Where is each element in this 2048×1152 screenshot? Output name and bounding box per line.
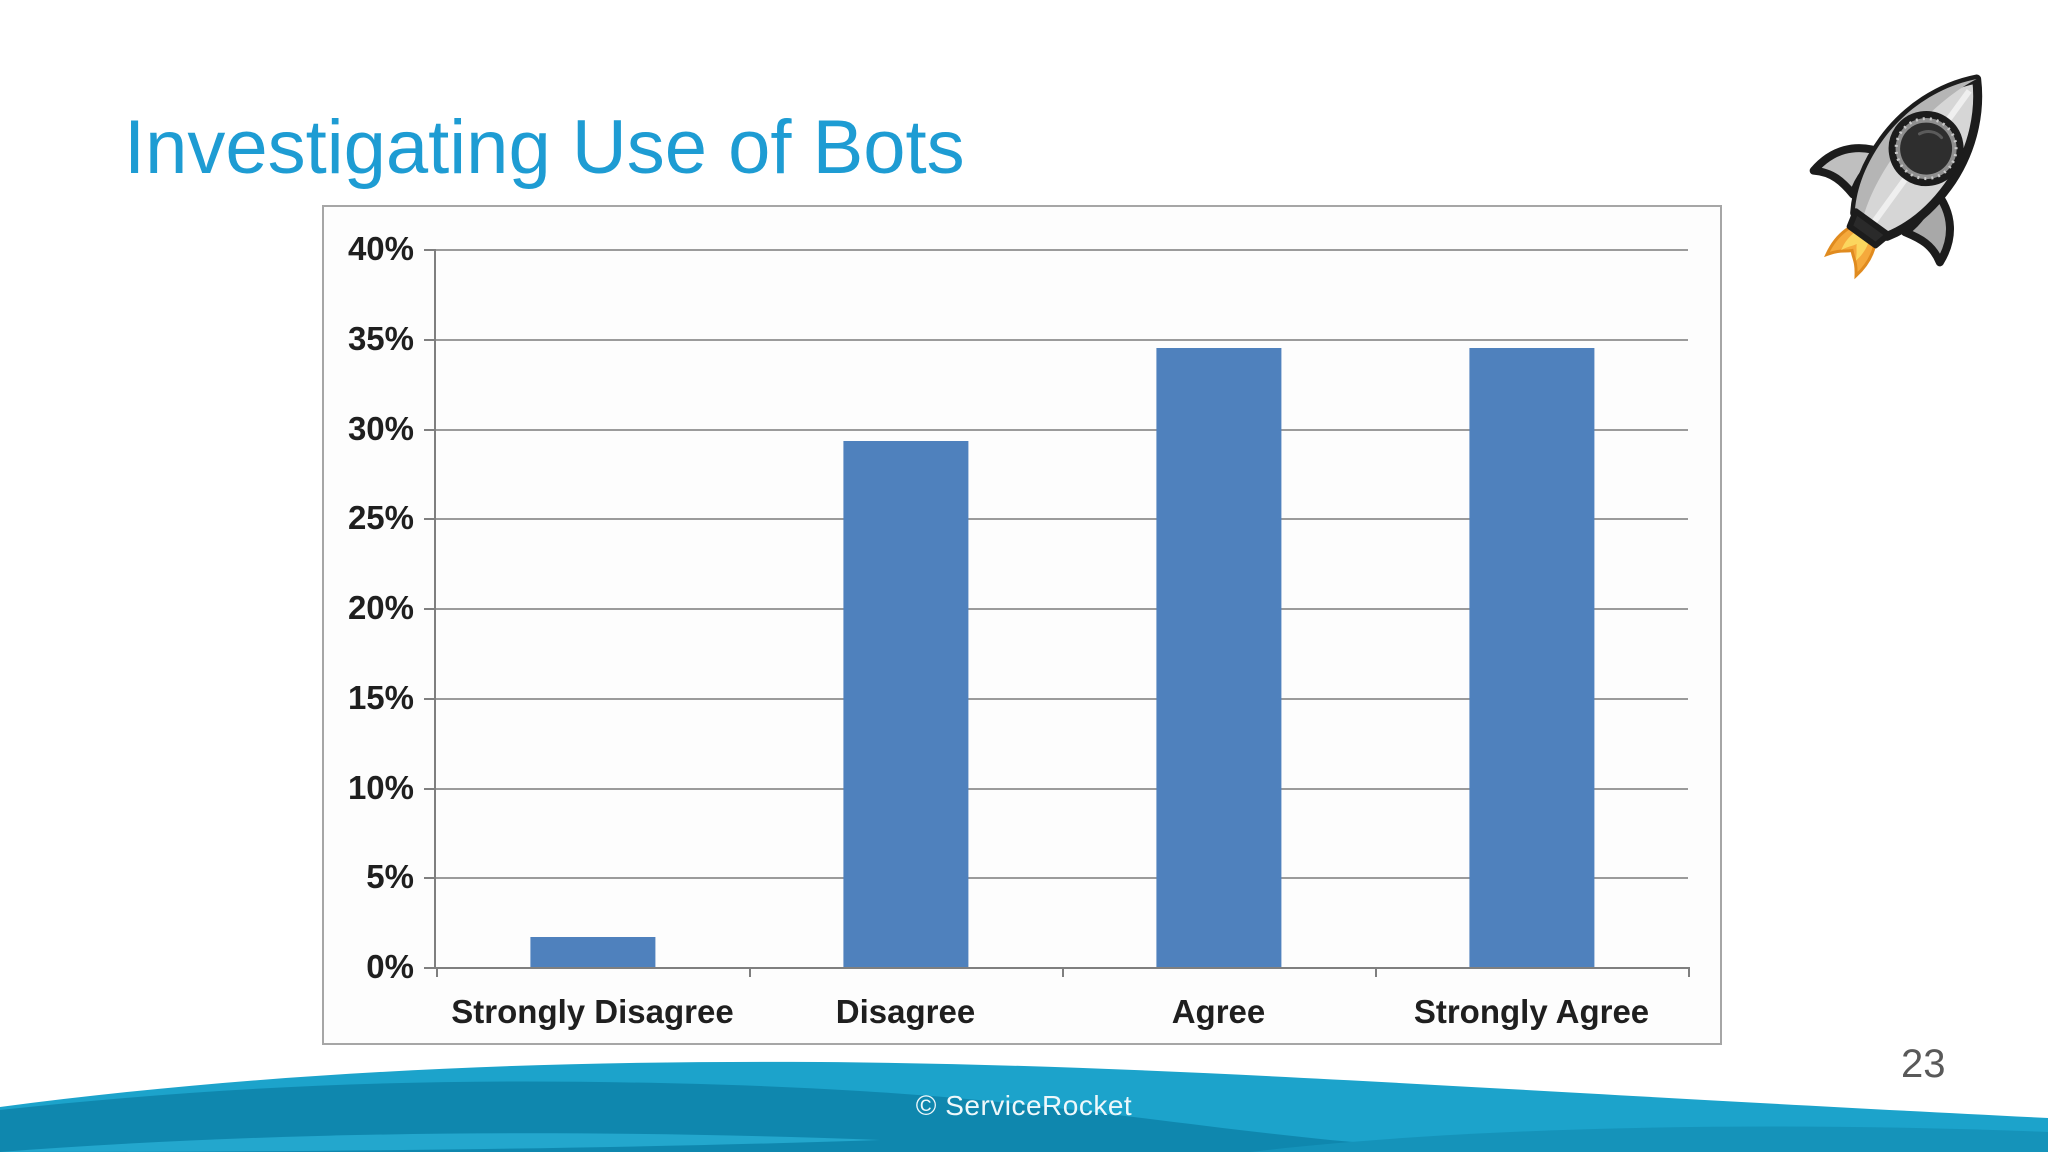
y-axis-tick-label: 10% <box>347 768 414 806</box>
y-axis-tick-label: 20% <box>347 589 414 626</box>
plot-area: 0% 5% 10% 15% 20% 25% 30% 35% 40% Strongly Disagr… <box>348 230 1690 1030</box>
gridline-15 <box>436 697 1688 700</box>
x-tick-mark <box>1688 967 1690 977</box>
y-tick-mark <box>424 249 436 251</box>
bar-chart: 0% 5% 10% 15% 20% 25% 30% 35% 40% Strongly Disagr… <box>322 205 1722 1045</box>
x-axis-category-label: Strongly Disagree <box>451 993 734 1030</box>
bar-strongly-disagree <box>529 936 656 967</box>
gridline-30 <box>436 428 1688 431</box>
gridline-40 <box>436 249 1688 251</box>
x-axis-category-label: Agree <box>1171 993 1266 1030</box>
y-tick-mark <box>424 428 436 431</box>
gridline-35 <box>436 338 1688 341</box>
y-tick-mark <box>424 877 436 880</box>
x-axis-category-label: Disagree <box>835 993 976 1030</box>
y-tick-mark <box>424 338 436 341</box>
y-axis-tick-label: 15% <box>347 678 414 716</box>
gridline-10 <box>436 787 1688 790</box>
x-tick-mark <box>749 967 751 977</box>
footer-copyright: © ServiceRocket <box>915 1090 1133 1121</box>
y-axis-tick-label: 5% <box>366 858 414 896</box>
x-tick-mark <box>1375 967 1377 977</box>
y-tick-mark <box>424 608 436 610</box>
gridline-25 <box>436 518 1688 521</box>
y-tick-mark <box>424 518 436 521</box>
y-tick-mark <box>424 697 436 700</box>
bar-agree <box>1155 347 1282 967</box>
rocket-logo-svg <box>1809 74 1983 280</box>
rocket-logo-icon <box>1798 52 2026 284</box>
y-axis-tick-label: 40% <box>347 230 414 267</box>
gridline-5 <box>436 877 1688 880</box>
y-axis-tick-label: 0% <box>366 948 414 985</box>
page-number: 23 <box>1901 1042 1946 1086</box>
y-axis-tick-label: 30% <box>347 409 414 447</box>
bar-strongly-agree <box>1468 347 1595 967</box>
y-tick-mark <box>424 787 436 790</box>
y-tick-mark <box>424 967 436 969</box>
y-axis-tick-label: 25% <box>347 499 414 537</box>
wave-decoration <box>0 1061 2048 1152</box>
x-tick-mark <box>1062 967 1064 977</box>
bar-disagree <box>842 441 969 967</box>
slide-title: Investigating Use of Bots <box>124 105 965 190</box>
x-axis-category-label: Strongly Agree <box>1413 993 1650 1030</box>
y-axis-tick-label: 35% <box>347 319 414 357</box>
gridline-20 <box>436 608 1688 610</box>
x-tick-mark <box>436 967 438 977</box>
